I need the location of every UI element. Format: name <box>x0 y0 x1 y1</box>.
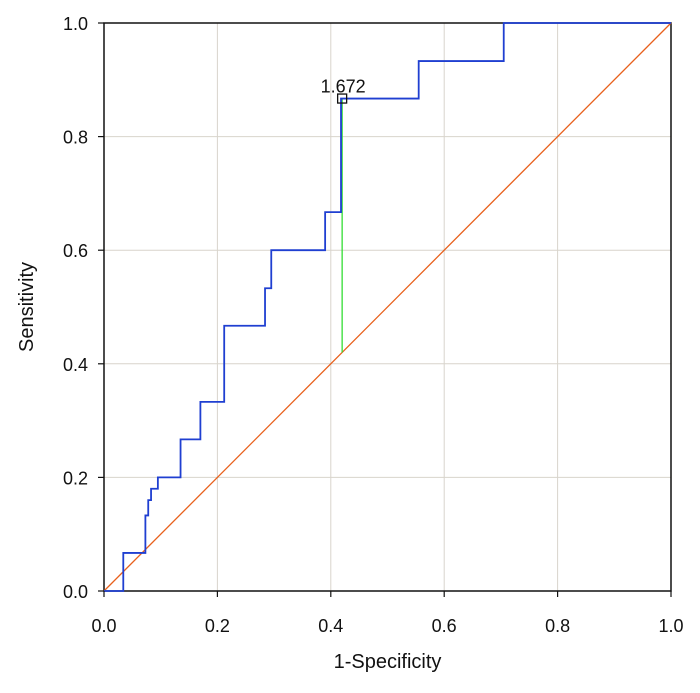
y-tick-label: 0.4 <box>63 355 88 375</box>
x-tick-label: 0.4 <box>318 616 343 636</box>
cutoff-marker <box>336 93 348 104</box>
x-tick-label: 0.0 <box>91 616 116 636</box>
x-axis-title: 1-Specificity <box>334 651 442 673</box>
reference-diagonal-line <box>103 22 672 592</box>
y-tick-label: 0.0 <box>63 582 88 602</box>
y-tick-label: 0.8 <box>63 128 88 148</box>
x-tick-label: 0.8 <box>545 616 570 636</box>
plot-area-frame <box>103 22 672 592</box>
y-tick-label: 0.6 <box>63 241 88 261</box>
cutoff-label: 1.672 <box>321 77 366 97</box>
x-tick-label: 0.6 <box>432 616 457 636</box>
y-tick-label: 0.2 <box>63 468 88 488</box>
x-tick-label: 1.0 <box>658 616 683 636</box>
y-tick-label: 1.0 <box>63 14 88 34</box>
roc-curve-line <box>104 22 671 592</box>
y-axis-title: Sensitivity <box>16 262 38 352</box>
x-tick-label: 0.2 <box>205 616 230 636</box>
